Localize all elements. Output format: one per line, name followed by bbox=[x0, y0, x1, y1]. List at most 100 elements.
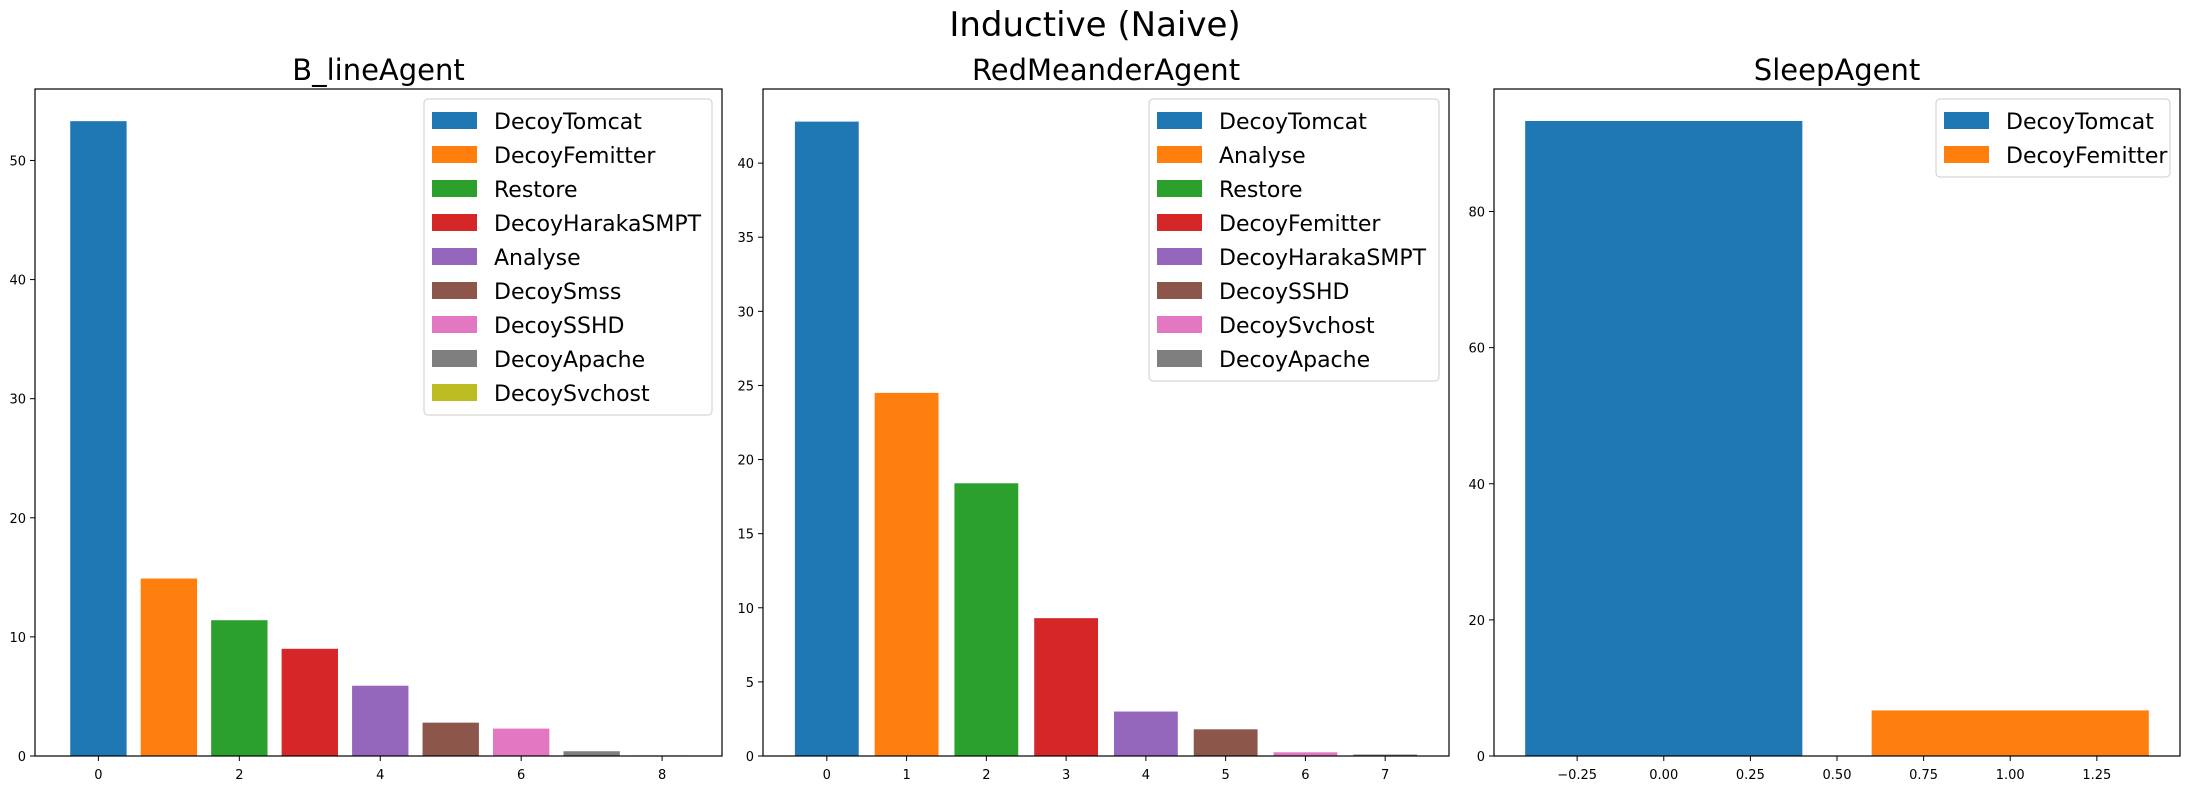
legend: DecoyTomcat Analyse Restore DecoyFemitter De… bbox=[1148, 98, 1440, 382]
y-tick-label: 35 bbox=[737, 231, 754, 246]
bar-decoysvchost bbox=[1273, 752, 1338, 756]
x-tick-label: 0 bbox=[823, 768, 831, 783]
axes-frame bbox=[34, 88, 723, 757]
x-tick-label: 2 bbox=[235, 768, 243, 783]
y-tick-label: 20 bbox=[737, 454, 754, 469]
bar-decoytomcat bbox=[70, 121, 127, 756]
x-tick-label: 0 bbox=[94, 768, 102, 783]
x-tick-label: 4 bbox=[1142, 768, 1150, 783]
subplot-2: RedMeanderAgent 0 1 2 3 4 5 6 7 0 5 10 15 20 25 30 35 40 D… bbox=[737, 53, 1450, 783]
y-tick-label: 5 bbox=[746, 676, 754, 691]
legend-label: DecoySvchost bbox=[1219, 314, 1375, 339]
legend-swatch bbox=[432, 350, 477, 367]
legend-label: DecoySSHD bbox=[1219, 280, 1349, 305]
bar-decoyharakasmpt bbox=[281, 648, 338, 756]
legend-box bbox=[423, 98, 713, 416]
x-tick-label: −0.25 bbox=[1557, 768, 1597, 783]
legend-label: Restore bbox=[1219, 178, 1302, 203]
x-tick-label: 5 bbox=[1222, 768, 1230, 783]
bar-decoyharakasmpt bbox=[1113, 711, 1178, 756]
y-tick-label: 80 bbox=[1468, 206, 1485, 221]
x-tick-label: 4 bbox=[376, 768, 384, 783]
x-tick-label: 8 bbox=[658, 768, 666, 783]
legend-label: DecoyFemitter bbox=[1219, 212, 1381, 237]
y-tick-label: 50 bbox=[9, 154, 26, 169]
legend-label: Restore bbox=[494, 178, 577, 203]
legend-swatch bbox=[1157, 146, 1202, 163]
legend-label: Analyse bbox=[1219, 144, 1306, 169]
legend-swatch bbox=[432, 214, 477, 231]
x-tick-label: 1 bbox=[902, 768, 910, 783]
bar-decoysshd bbox=[1193, 729, 1258, 756]
legend-label: DecoyTomcat bbox=[1219, 110, 1367, 135]
legend-label: DecoyFemitter bbox=[2006, 144, 2168, 169]
legend-swatch bbox=[432, 316, 477, 333]
legend-label: DecoyApache bbox=[1219, 348, 1370, 373]
legend-swatch bbox=[432, 248, 477, 265]
legend-box bbox=[1148, 98, 1440, 382]
legend-label: DecoySvchost bbox=[494, 382, 650, 407]
bar-decoyfemitter bbox=[140, 578, 198, 756]
subplot-title: RedMeanderAgent bbox=[972, 53, 1240, 87]
subplot-3: SleepAgent −0.25 0.00 0.25 0.50 0.75 1.00 1.25 0… bbox=[1468, 53, 2181, 783]
bar-decoytomcat bbox=[1525, 120, 1803, 757]
bar-decoytomcat bbox=[794, 121, 859, 756]
legend-swatch bbox=[432, 180, 477, 197]
y-tick-label: 30 bbox=[9, 393, 26, 408]
legend-swatch bbox=[1157, 316, 1202, 333]
bar-decoyapache bbox=[1353, 754, 1418, 756]
y-tick-label: 10 bbox=[737, 602, 754, 617]
legend: DecoyTomcat DecoyFemitter bbox=[1935, 98, 2171, 178]
x-tick-label: 0.00 bbox=[1649, 768, 1678, 783]
legend-swatch bbox=[432, 146, 477, 163]
legend-swatch bbox=[1944, 146, 1989, 163]
x-tick-label: 7 bbox=[1381, 768, 1389, 783]
bar-decoyfemitter bbox=[1871, 710, 2149, 756]
legend: DecoyTomcat DecoyFemitter Restore DecoyHara… bbox=[423, 98, 713, 416]
x-tick-label: 1.00 bbox=[1996, 768, 2025, 783]
y-tick-label: 0 bbox=[18, 750, 26, 765]
y-tick-label: 15 bbox=[737, 528, 754, 543]
legend-swatch bbox=[1157, 180, 1202, 197]
y-tick-label: 60 bbox=[1468, 342, 1485, 357]
legend-label: DecoyHarakaSMPT bbox=[494, 212, 702, 237]
y-tick-label: 30 bbox=[737, 305, 754, 320]
y-tick-label: 40 bbox=[1468, 478, 1485, 493]
bar-decoyfemitter bbox=[1034, 618, 1099, 756]
y-tick-label: 25 bbox=[737, 379, 754, 394]
x-tick-label: 0.50 bbox=[1823, 768, 1852, 783]
x-tick-label: 0.25 bbox=[1736, 768, 1765, 783]
axes-frame bbox=[762, 88, 1450, 757]
bar-restore bbox=[211, 620, 268, 756]
y-tick-label: 0 bbox=[1477, 750, 1485, 765]
legend-swatch bbox=[1157, 350, 1202, 367]
x-tick-label: 6 bbox=[1301, 768, 1309, 783]
legend-swatch bbox=[1157, 112, 1202, 129]
legend-swatch bbox=[432, 384, 477, 401]
bar-decoyapache bbox=[563, 751, 620, 756]
y-tick-label: 40 bbox=[737, 157, 754, 172]
bar-decoysshd bbox=[493, 728, 550, 756]
legend-swatch bbox=[1944, 112, 1989, 129]
legend-swatch bbox=[1157, 214, 1202, 231]
legend-label: DecoyFemitter bbox=[494, 144, 656, 169]
legend-swatch bbox=[432, 282, 477, 299]
y-tick-label: 20 bbox=[9, 512, 26, 527]
bar-restore bbox=[954, 483, 1019, 756]
subplot-title: SleepAgent bbox=[1754, 53, 1920, 87]
legend-box bbox=[1935, 98, 2171, 178]
x-tick-label: 3 bbox=[1062, 768, 1070, 783]
bar-analyse bbox=[874, 392, 939, 756]
figure-title: Inductive (Naive) bbox=[949, 5, 1240, 45]
bar-decoysmss bbox=[422, 722, 479, 756]
x-tick-label: 1.25 bbox=[2082, 768, 2111, 783]
legend-label: DecoySmss bbox=[494, 280, 621, 305]
legend-swatch bbox=[1157, 248, 1202, 265]
x-tick-label: 6 bbox=[517, 768, 525, 783]
legend-swatch bbox=[1157, 282, 1202, 299]
x-tick-label: 2 bbox=[982, 768, 990, 783]
subplot-title: B_lineAgent bbox=[292, 53, 465, 87]
legend-label: DecoyApache bbox=[494, 348, 645, 373]
